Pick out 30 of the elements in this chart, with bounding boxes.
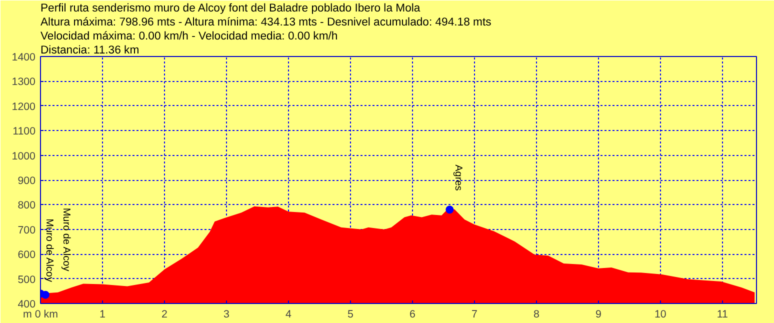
- x-tick-label: 10: [654, 308, 666, 320]
- y-tick-label: 1200: [12, 100, 36, 113]
- text: Velocidad máxima: 0.00 km/h - Velocidad media: 0.00 km/h: [40, 30, 338, 42]
- x-tick-label: 9: [595, 308, 602, 320]
- x-tick-label: m 0 km: [23, 308, 58, 320]
- y-tick-label: 900: [18, 175, 36, 187]
- y-tick-label: 400: [18, 298, 36, 310]
- y-tick-label: 1100: [12, 126, 36, 138]
- annotation: Muro de Alcoy: [60, 208, 72, 272]
- y-tick-label: 600: [18, 249, 36, 262]
- y-tick-label: 700: [18, 224, 36, 236]
- x-tick-label: 5: [347, 308, 354, 320]
- annotation: Agres: [452, 164, 464, 191]
- chart-title: Perfil ruta senderismo muro de Alcoy font del Baladre poblado Ibero la Mola: [40, 2, 421, 14]
- text: Distancia: 11.36 km: [40, 44, 140, 56]
- x-tick-label: 2: [162, 308, 168, 320]
- x-tick-label: 8: [533, 308, 540, 320]
- y-tick-label: 500: [18, 274, 36, 286]
- x-tick-label: 6: [409, 308, 416, 320]
- x-tick-label: 7: [471, 308, 478, 320]
- x-tick-label: 1: [100, 308, 106, 320]
- y-tick-label: 1000: [12, 150, 36, 162]
- y-tick-label: 800: [18, 200, 36, 212]
- y-tick-label: 1300: [12, 76, 36, 88]
- x-tick-label: 11: [716, 308, 728, 320]
- annotation: Muro de Alcoy: [44, 218, 54, 282]
- x-tick-label: 4: [286, 308, 292, 320]
- x-tick-label: 3: [224, 308, 230, 320]
- text: Altura máxima: 798.96 mts - Altura mínima: 434.13 mts - Desnivel acumulado: 494.18 mts: [40, 16, 492, 28]
- y-tick-label: 1400: [12, 52, 36, 64]
